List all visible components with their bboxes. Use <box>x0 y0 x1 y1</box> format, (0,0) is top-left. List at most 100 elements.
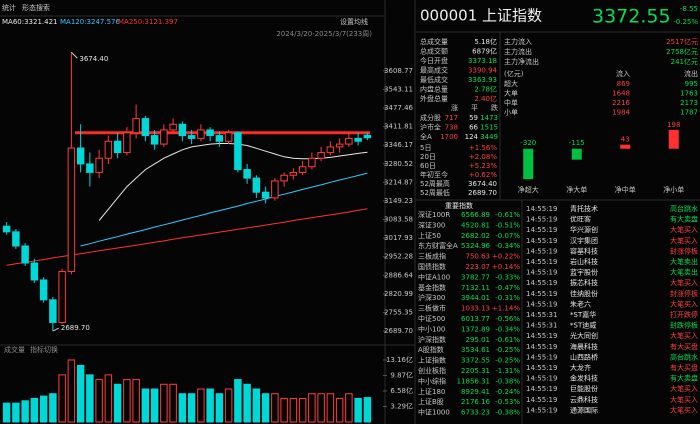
quote-price: 3372.55 <box>592 6 671 28</box>
y-tick-label: 3214.87 <box>384 178 413 186</box>
volume-bar <box>30 397 39 423</box>
volume-bar <box>197 388 205 423</box>
volume-bar <box>113 383 122 423</box>
volume-bar <box>234 379 242 423</box>
capital-label: 主力流入 <box>504 37 532 46</box>
index-name[interactable]: 上证180 <box>418 387 445 396</box>
candle-body <box>169 123 177 131</box>
stat-value: 3390.94 <box>468 67 497 75</box>
stat-label: 总成交量 <box>420 37 448 46</box>
volume-bar <box>150 388 159 423</box>
candle-body <box>21 245 29 264</box>
index-name[interactable]: 三板成指 <box>418 252 446 261</box>
flow-bar <box>620 144 631 149</box>
period-label: 60日 <box>420 162 436 170</box>
period-value: +0.62% <box>469 171 497 179</box>
index-change: +0.14% <box>492 263 520 271</box>
index-name[interactable]: 中证A100 <box>418 272 450 281</box>
period-value: +2.08% <box>469 153 497 161</box>
stat-label: 外盘总量 <box>420 94 448 103</box>
stat-value: 5.18亿 <box>474 37 497 46</box>
volume-bar <box>141 388 150 423</box>
quote-title: 000001 上证指数 <box>420 7 542 25</box>
ma-legend: MA250:3121.397 <box>118 18 178 26</box>
flow-category: 净超大 <box>518 185 539 194</box>
breadth-cell: 1473 <box>480 114 498 122</box>
index-value: 2205.31 <box>461 367 490 375</box>
candle-body <box>234 132 242 171</box>
index-change: -1.31% <box>495 367 520 375</box>
volume-bar <box>2 402 11 423</box>
index-name[interactable]: 上证50 <box>418 231 441 240</box>
volume-bar <box>326 393 335 423</box>
index-name[interactable]: 上证B股 <box>418 397 444 406</box>
volume-switch[interactable]: 指标切换 <box>30 345 58 354</box>
index-value: 2176.16 <box>461 398 490 406</box>
index-name[interactable]: 中小100 <box>418 324 445 333</box>
flow-bar <box>668 129 679 149</box>
volume-tick-label: 6.58亿 <box>390 386 413 395</box>
flow-header: 流入 <box>616 69 630 78</box>
candle-body <box>95 157 103 173</box>
capital-label: 主力流出 <box>504 47 532 56</box>
index-name[interactable]: 上证指数 <box>418 356 446 365</box>
breadth-cell: 124 <box>465 133 479 141</box>
toolbar-item[interactable]: 形态搜索 <box>22 3 50 12</box>
toolbar-item[interactable]: 统计 <box>2 3 16 12</box>
y-tick-label: 3280.52 <box>384 160 413 168</box>
event-stock: 汉宇集团 <box>570 236 598 245</box>
index-name[interactable]: 中证500 <box>418 314 445 323</box>
event-type: 有大买盘 <box>670 342 698 351</box>
period-label: 年初至今 <box>420 170 448 179</box>
volume-tick-label: 13.16亿 <box>386 355 413 364</box>
event-stock: 朱老六 <box>570 299 591 308</box>
stat-label: 今日开盘 <box>420 56 448 65</box>
candle-body <box>150 135 159 145</box>
breadth-header: 涨 <box>451 103 458 112</box>
index-value: 4520.81 <box>461 221 490 229</box>
period-value: +1.56% <box>469 144 497 152</box>
breadth-cell: 3449 <box>480 133 498 141</box>
period-label: 52周最低 <box>420 188 450 197</box>
event-stock: 岩山科技 <box>570 257 598 266</box>
index-value: 223.07 <box>466 263 491 271</box>
index-name[interactable]: 沪深指数 <box>418 335 446 344</box>
volume-bar <box>169 383 177 423</box>
index-name[interactable]: 创业板指 <box>418 366 446 375</box>
index-value: 295.01 <box>466 336 491 344</box>
index-name[interactable]: 中小综指 <box>418 376 446 385</box>
index-change: -0.51% <box>495 221 520 229</box>
breadth-header: 平 <box>471 104 478 112</box>
event-time: 14:55:19 <box>526 300 557 308</box>
stat-value: 3363.93 <box>468 76 497 84</box>
index-name[interactable]: 国债指数 <box>418 262 446 271</box>
candle-body <box>261 191 270 199</box>
ma-settings[interactable]: 设置均线 <box>340 17 368 26</box>
event-stock: 大龙齐 <box>570 363 591 372</box>
flow-value: -320 <box>520 139 536 147</box>
capital-value: 2517亿元 <box>666 37 698 46</box>
volume-bar <box>12 402 20 423</box>
index-name[interactable]: A股指数 <box>418 345 444 354</box>
volume-bar <box>76 364 85 423</box>
index-name[interactable]: 中证1000 <box>418 408 450 417</box>
index-change: -0.24% <box>495 388 520 396</box>
volume-bar <box>178 393 187 423</box>
stat-value: 2.78亿 <box>474 85 497 94</box>
index-name[interactable]: 沪深300 <box>418 293 445 302</box>
event-time: 14:55:19 <box>526 396 557 404</box>
index-name[interactable]: 三板做市 <box>418 304 446 313</box>
event-type: 大笔买入 <box>670 278 698 287</box>
index-name[interactable]: 深证100R <box>418 210 450 219</box>
index-change: +1.14% <box>492 305 520 313</box>
index-name[interactable]: 深证300 <box>418 220 445 229</box>
volume-bar <box>271 393 279 423</box>
index-name[interactable]: 东方财富全A <box>418 241 458 250</box>
flow-category: 净小单 <box>663 185 684 194</box>
index-change: -0.56% <box>495 315 520 323</box>
annotation-pointer <box>52 327 60 332</box>
volume-bar <box>123 379 131 423</box>
candle-body <box>132 118 140 134</box>
index-value: 2682.02 <box>461 232 490 240</box>
index-name[interactable]: 基金指数 <box>418 283 446 292</box>
